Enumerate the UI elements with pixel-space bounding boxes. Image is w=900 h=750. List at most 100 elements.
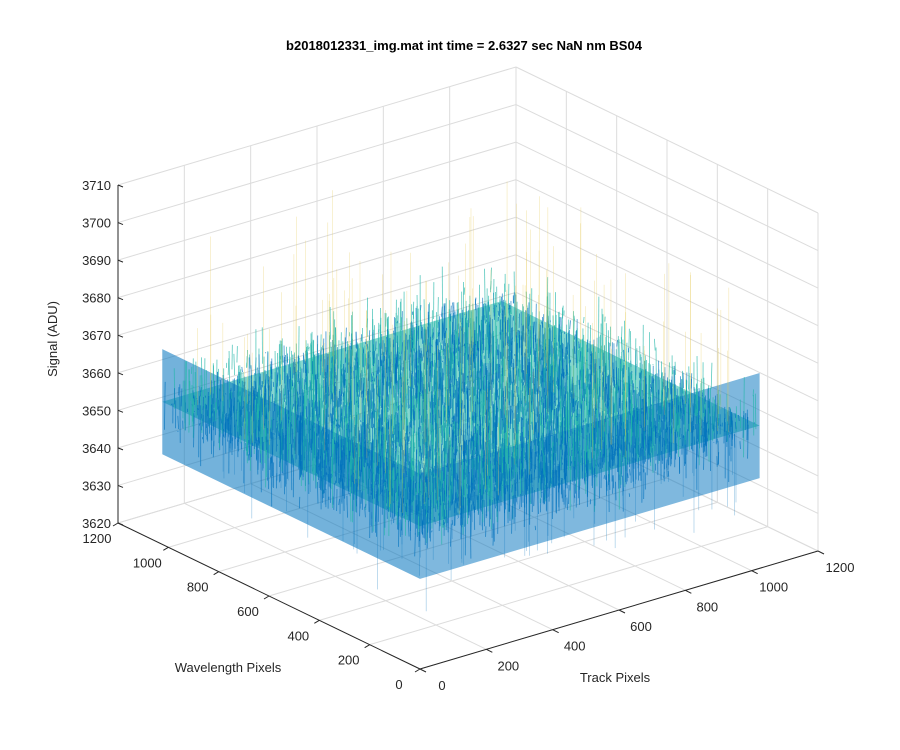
surface-strand xyxy=(297,392,299,433)
surface-strand xyxy=(645,444,647,451)
surface-strand xyxy=(408,452,410,488)
surface-strand xyxy=(623,382,626,410)
surface-strand xyxy=(545,391,548,430)
surface-strand xyxy=(400,505,403,512)
surface-strand xyxy=(682,390,685,397)
surface-strand xyxy=(344,405,347,419)
surface-strand xyxy=(573,346,576,354)
surface-strand xyxy=(472,386,475,402)
surface-strand xyxy=(337,442,339,484)
surface-strand xyxy=(586,452,588,482)
surface-strand xyxy=(455,449,458,454)
surface-strand xyxy=(378,461,380,475)
surface-strand xyxy=(479,330,482,356)
surface-strand xyxy=(238,365,240,437)
surface-strand xyxy=(474,469,477,478)
surface-strand xyxy=(207,391,209,417)
surface-strand xyxy=(448,411,451,418)
surface-strand xyxy=(613,402,615,427)
surface-strand xyxy=(558,324,560,342)
surface-strand xyxy=(379,356,381,373)
surface-strand xyxy=(517,472,519,496)
surface-strand xyxy=(257,423,260,441)
surface xyxy=(162,181,760,612)
surface-strand xyxy=(394,463,396,481)
surface-strand xyxy=(338,425,340,429)
surface-strand xyxy=(518,458,521,470)
surface-strand xyxy=(484,441,486,456)
surface-strand xyxy=(461,317,463,375)
surface-strand xyxy=(628,328,630,361)
surface-strand xyxy=(397,512,399,530)
surface-strand xyxy=(177,430,179,432)
surface-strand xyxy=(408,339,410,371)
surface-strand xyxy=(601,376,604,438)
grid-line xyxy=(117,216,517,336)
surface-strand xyxy=(453,453,456,456)
surface-strand xyxy=(366,462,369,467)
surface-strand xyxy=(421,353,423,361)
surface-strand xyxy=(554,469,556,475)
surface-strand xyxy=(199,386,201,397)
grid-line xyxy=(117,104,517,224)
surface-strand xyxy=(665,459,668,469)
grid-line xyxy=(515,141,819,289)
surface-strand xyxy=(481,499,483,512)
surface-strand xyxy=(539,498,542,513)
surface-strand xyxy=(436,368,438,401)
surface-strand xyxy=(620,337,623,353)
surface-strand xyxy=(334,381,337,384)
surface-strand xyxy=(372,400,374,418)
surface-strand xyxy=(472,342,475,364)
grid-line xyxy=(117,66,517,186)
surface-strand xyxy=(444,465,446,503)
surface-strand xyxy=(590,353,593,364)
surface-strand xyxy=(641,433,643,440)
surface-strand xyxy=(370,441,372,469)
surface-strand xyxy=(577,350,580,364)
surface-strand xyxy=(561,348,564,387)
surface-strand xyxy=(219,380,221,437)
surface-strand xyxy=(333,436,336,465)
surface-strand xyxy=(470,468,473,501)
surface-strand xyxy=(320,334,322,359)
surface-strand xyxy=(431,530,433,533)
surface-strand xyxy=(568,436,571,438)
surface-strand xyxy=(349,455,352,522)
surface-strand xyxy=(569,320,571,330)
surface-strand xyxy=(320,476,323,491)
surface-strand xyxy=(491,332,494,376)
surface-strand xyxy=(399,479,401,508)
surface-strand xyxy=(442,368,444,404)
surface-strand xyxy=(641,411,643,449)
surface-strand xyxy=(542,403,544,413)
surface-strand xyxy=(267,439,269,490)
surface-strand xyxy=(646,434,649,476)
surface-strand xyxy=(490,379,493,406)
surface-strand xyxy=(308,415,310,484)
surface-strand xyxy=(620,436,623,485)
surface-strand xyxy=(406,425,408,435)
surface-strand xyxy=(574,334,576,340)
surface-strand xyxy=(438,321,440,331)
surface-strand xyxy=(612,423,614,438)
surface-strand xyxy=(321,355,323,409)
surface-strand xyxy=(247,393,250,436)
surface-strand xyxy=(314,414,316,474)
surface-strand xyxy=(560,456,562,470)
surface-strand xyxy=(263,395,265,420)
surface-strand xyxy=(502,387,505,428)
grid-line xyxy=(515,291,819,439)
surface-strand xyxy=(414,495,417,535)
surface-strand xyxy=(227,358,230,376)
surface-strand xyxy=(510,308,512,315)
surface-strand xyxy=(372,332,375,366)
surface-strand xyxy=(246,410,248,464)
surface-strand xyxy=(490,463,493,493)
surface-strand xyxy=(494,447,496,466)
surface-strand xyxy=(401,311,403,371)
surface-strand xyxy=(219,398,222,402)
grid-line xyxy=(117,179,517,299)
surface-strand xyxy=(364,353,367,366)
surface-strand xyxy=(225,393,227,395)
